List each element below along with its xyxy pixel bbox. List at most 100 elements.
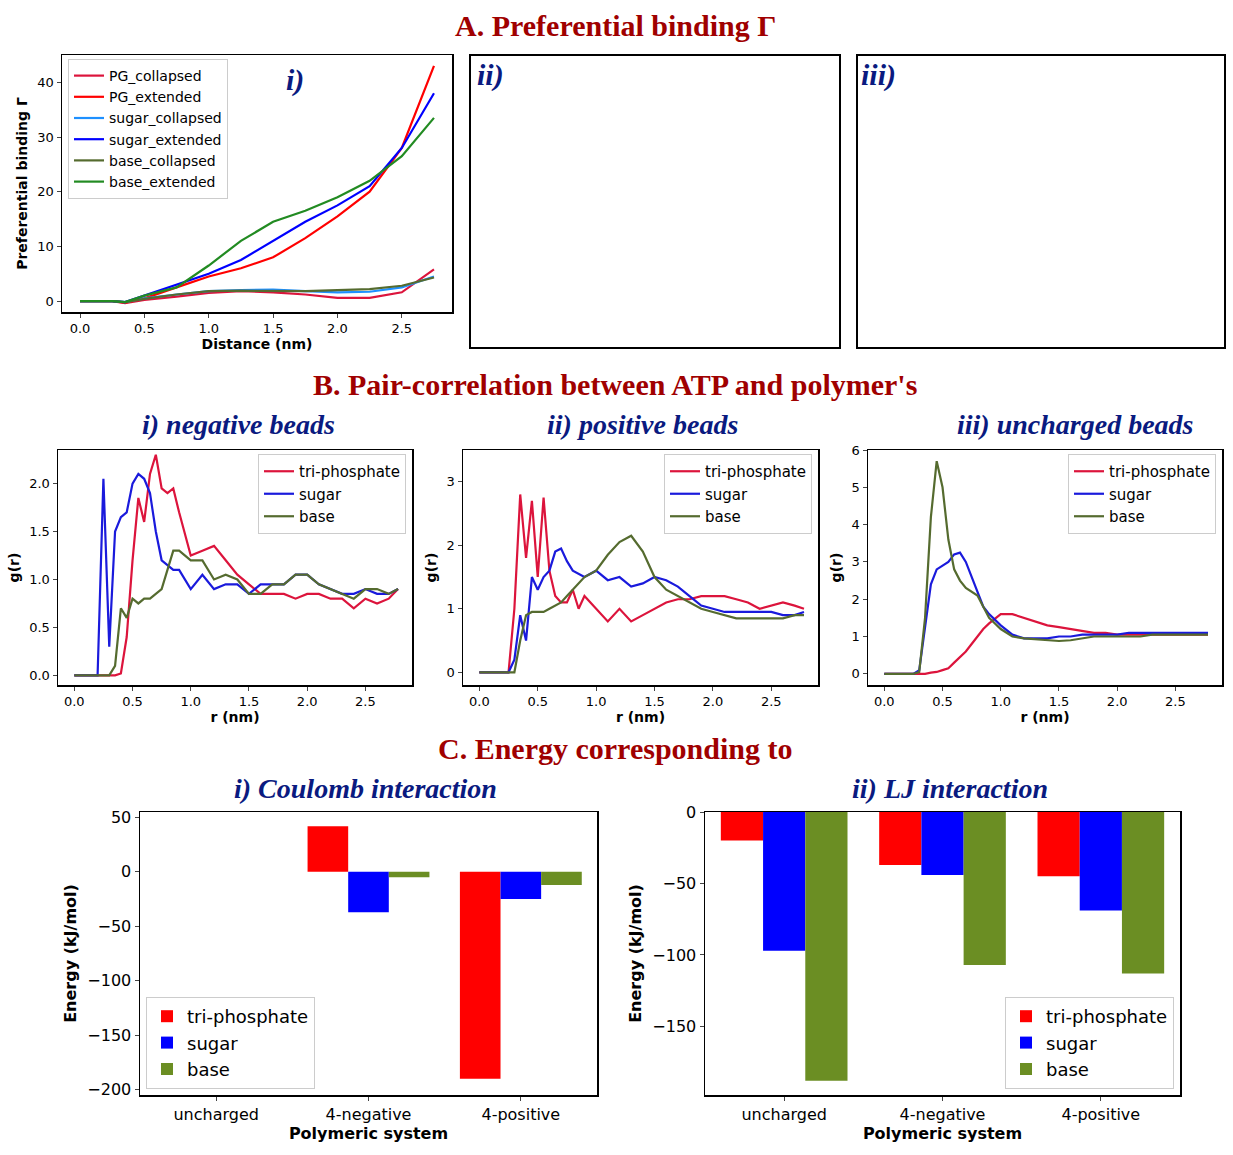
svg-text:1.0: 1.0 <box>29 572 50 587</box>
svg-text:3: 3 <box>852 554 860 569</box>
svg-text:tri-phosphate: tri-phosphate <box>1109 463 1210 481</box>
svg-text:2: 2 <box>447 538 455 553</box>
svg-text:base: base <box>705 508 741 526</box>
svg-text:base_collapsed: base_collapsed <box>109 153 216 169</box>
svg-text:sugar_extended: sugar_extended <box>109 132 221 148</box>
svg-text:2.5: 2.5 <box>355 694 376 709</box>
svg-text:0.5: 0.5 <box>527 694 548 709</box>
svg-text:4-negative: 4-negative <box>900 1105 986 1124</box>
svg-text:0.5: 0.5 <box>932 694 953 709</box>
svg-text:0.5: 0.5 <box>29 620 50 635</box>
svg-text:sugar: sugar <box>299 486 342 504</box>
svg-text:ii) positive beads: ii) positive beads <box>547 409 738 440</box>
svg-text:4-positive: 4-positive <box>1061 1105 1140 1124</box>
svg-text:1.0: 1.0 <box>180 694 201 709</box>
svg-text:Preferential binding Γ: Preferential binding Γ <box>14 97 30 270</box>
svg-text:−100: −100 <box>87 971 131 990</box>
svg-text:2.5: 2.5 <box>761 694 782 709</box>
svg-text:0: 0 <box>686 803 696 822</box>
svg-text:0.0: 0.0 <box>469 694 490 709</box>
svg-text:C. Energy corresponding to: C. Energy corresponding to <box>438 732 792 765</box>
svg-text:uncharged: uncharged <box>741 1105 826 1124</box>
svg-text:sugar: sugar <box>187 1033 238 1054</box>
svg-text:20: 20 <box>37 184 54 199</box>
svg-text:−50: −50 <box>663 874 697 893</box>
svg-text:PG_extended: PG_extended <box>109 89 201 105</box>
svg-text:sugar: sugar <box>1046 1033 1097 1054</box>
svg-text:base: base <box>1109 508 1145 526</box>
svg-text:2: 2 <box>852 592 860 607</box>
svg-text:sugar: sugar <box>705 486 748 504</box>
svg-text:tri-phosphate: tri-phosphate <box>299 463 400 481</box>
svg-text:4: 4 <box>852 517 860 532</box>
svg-text:4-negative: 4-negative <box>326 1105 412 1124</box>
svg-text:50: 50 <box>111 808 131 827</box>
svg-text:−100: −100 <box>652 946 696 965</box>
svg-text:2.0: 2.0 <box>703 694 724 709</box>
svg-text:PG_collapsed: PG_collapsed <box>109 68 202 84</box>
svg-text:ii) LJ interaction: ii) LJ interaction <box>852 773 1048 804</box>
svg-text:iii): iii) <box>861 58 896 92</box>
svg-text:3: 3 <box>447 474 455 489</box>
svg-text:0: 0 <box>121 862 131 881</box>
svg-text:2.5: 2.5 <box>391 321 412 336</box>
svg-text:30: 30 <box>37 130 54 145</box>
svg-text:2.5: 2.5 <box>1165 694 1186 709</box>
svg-text:1.5: 1.5 <box>263 321 284 336</box>
svg-text:1.5: 1.5 <box>29 524 50 539</box>
svg-text:1.5: 1.5 <box>644 694 665 709</box>
svg-text:1: 1 <box>852 629 860 644</box>
svg-text:1.0: 1.0 <box>990 694 1011 709</box>
svg-text:r (nm): r (nm) <box>210 709 259 725</box>
svg-text:2.0: 2.0 <box>297 694 318 709</box>
svg-text:0.0: 0.0 <box>874 694 895 709</box>
svg-text:0: 0 <box>46 294 54 309</box>
svg-text:0.0: 0.0 <box>70 321 91 336</box>
svg-text:tri-phosphate: tri-phosphate <box>187 1006 308 1027</box>
svg-text:g(r): g(r) <box>423 553 439 583</box>
svg-text:base_extended: base_extended <box>109 174 215 190</box>
svg-text:−150: −150 <box>87 1026 131 1045</box>
svg-text:base: base <box>299 508 335 526</box>
svg-text:1.0: 1.0 <box>586 694 607 709</box>
svg-text:Energy (kJ/mol): Energy (kJ/mol) <box>626 884 645 1023</box>
svg-text:i): i) <box>286 63 304 97</box>
svg-text:Energy (kJ/mol): Energy (kJ/mol) <box>61 884 80 1023</box>
svg-text:tri-phosphate: tri-phosphate <box>1046 1006 1167 1027</box>
svg-text:−50: −50 <box>98 917 132 936</box>
svg-text:0.5: 0.5 <box>134 321 155 336</box>
svg-text:A. Preferential binding Γ: A. Preferential binding Γ <box>455 9 776 42</box>
svg-text:i) negative beads: i) negative beads <box>142 409 335 440</box>
svg-text:0.5: 0.5 <box>122 694 143 709</box>
svg-text:Distance (nm): Distance (nm) <box>202 336 313 352</box>
svg-text:1: 1 <box>447 601 455 616</box>
svg-text:40: 40 <box>37 75 54 90</box>
svg-text:r (nm): r (nm) <box>1020 709 1069 725</box>
svg-text:g(r): g(r) <box>6 553 22 583</box>
svg-text:10: 10 <box>37 239 54 254</box>
svg-text:5: 5 <box>852 480 860 495</box>
svg-text:sugar: sugar <box>1109 486 1152 504</box>
svg-text:2.0: 2.0 <box>327 321 348 336</box>
svg-text:i) Coulomb interaction: i) Coulomb interaction <box>234 773 497 804</box>
svg-text:Polymeric system: Polymeric system <box>289 1124 448 1143</box>
svg-text:iii) uncharged beads: iii) uncharged beads <box>957 409 1194 440</box>
svg-text:base: base <box>187 1059 230 1080</box>
svg-text:6: 6 <box>852 443 860 458</box>
svg-text:sugar_collapsed: sugar_collapsed <box>109 110 222 126</box>
svg-text:0: 0 <box>852 666 860 681</box>
svg-text:1.0: 1.0 <box>198 321 219 336</box>
svg-text:Polymeric system: Polymeric system <box>863 1124 1022 1143</box>
svg-text:4-positive: 4-positive <box>481 1105 560 1124</box>
svg-text:base: base <box>1046 1059 1089 1080</box>
svg-text:2.0: 2.0 <box>1107 694 1128 709</box>
svg-text:1.5: 1.5 <box>1049 694 1070 709</box>
svg-text:0: 0 <box>447 665 455 680</box>
svg-text:2.0: 2.0 <box>29 476 50 491</box>
svg-text:−150: −150 <box>652 1017 696 1036</box>
svg-text:r (nm): r (nm) <box>616 709 665 725</box>
svg-text:B. Pair-correlation between AT: B. Pair-correlation between ATP and poly… <box>313 368 917 401</box>
svg-text:ii): ii) <box>477 58 504 92</box>
svg-text:1.5: 1.5 <box>239 694 260 709</box>
svg-text:tri-phosphate: tri-phosphate <box>705 463 806 481</box>
